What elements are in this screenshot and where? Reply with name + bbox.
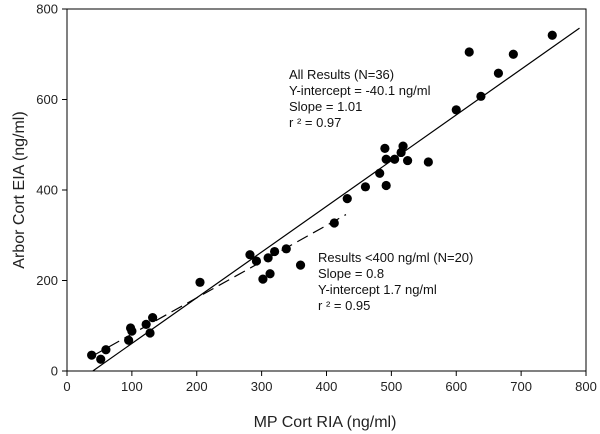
data-point — [508, 49, 518, 59]
y-tick-label: 400 — [36, 183, 58, 198]
data-point — [258, 274, 268, 284]
data-point — [127, 326, 137, 336]
annotation-line: Y-intercept = -40.1 ng/ml — [289, 83, 431, 98]
x-tick-label: 200 — [186, 379, 208, 394]
data-point — [451, 105, 461, 115]
annotation-low-results: Results <400 ng/ml (N=20) Slope = 0.8 Y-… — [318, 250, 473, 313]
y-axis-title: Arbor Cort EIA (ng/ml) — [11, 111, 28, 268]
data-point — [398, 141, 408, 151]
data-point — [148, 313, 158, 323]
data-point — [141, 319, 151, 329]
x-tick-label: 800 — [575, 379, 597, 394]
x-tick-label: 700 — [510, 379, 532, 394]
data-point — [360, 182, 371, 192]
x-tick-label: 300 — [251, 379, 273, 394]
data-point — [87, 350, 97, 360]
annotation-line: Results <400 ng/ml (N=20) — [318, 250, 473, 265]
data-point — [380, 143, 390, 153]
data-point — [295, 260, 306, 270]
data-point — [381, 180, 391, 191]
data-point — [245, 250, 255, 260]
data-point — [96, 354, 106, 364]
data-point — [390, 154, 400, 164]
data-point — [195, 277, 205, 287]
data-point — [493, 68, 504, 78]
annotation-line: r ² = 0.95 — [318, 298, 370, 313]
y-tick-label: 800 — [36, 2, 58, 17]
annotation-line: Slope = 1.01 — [289, 99, 362, 114]
data-point — [263, 253, 273, 263]
plot-border — [66, 8, 587, 372]
data-point — [145, 328, 155, 338]
x-tick-label: 400 — [316, 379, 338, 394]
data-point — [124, 335, 134, 345]
x-axis-title: MP Cort RIA (ng/ml) — [254, 414, 397, 431]
data-point — [270, 246, 280, 257]
y-tick-label: 0 — [51, 364, 58, 379]
data-point — [329, 218, 339, 228]
data-point — [101, 345, 111, 355]
y-tick-label: 600 — [36, 92, 58, 107]
data-point — [464, 47, 474, 57]
annotation-line: r ² = 0.97 — [289, 115, 341, 130]
data-point — [375, 168, 385, 178]
x-tick-label: 500 — [381, 379, 403, 394]
annotation-line: Y-intercept 1.7 ng/ml — [318, 282, 437, 297]
plot-frame — [66, 8, 587, 372]
data-point — [342, 193, 352, 204]
x-tick-label: 0 — [63, 379, 70, 394]
fit-line-all — [92, 27, 580, 372]
annotation-all-results: All Results (N=36) Y-intercept = -40.1 n… — [289, 67, 431, 130]
x-tick-label: 600 — [445, 379, 467, 394]
x-tick-label: 100 — [121, 379, 143, 394]
y-tick-label: 200 — [36, 273, 58, 288]
data-points — [87, 30, 557, 364]
data-point — [265, 269, 275, 279]
fit-line-low — [92, 214, 347, 357]
data-point — [423, 157, 433, 167]
fit-lines — [92, 27, 580, 372]
annotation-line: Slope = 0.8 — [318, 266, 384, 281]
data-point — [281, 244, 291, 254]
axis-ticks: 0 100 200 300 400 500 600 700 800 0 200 400 600 800 — [36, 2, 597, 395]
data-point — [547, 30, 557, 40]
data-point — [402, 155, 413, 166]
annotation-line: All Results (N=36) — [289, 67, 394, 82]
data-point — [251, 256, 262, 266]
data-point — [476, 91, 486, 101]
data-point — [381, 154, 391, 164]
